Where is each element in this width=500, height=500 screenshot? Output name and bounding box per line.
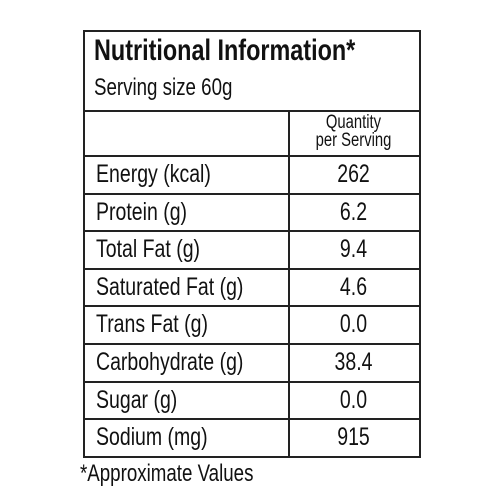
row-label: Sugar (g) [96,385,178,414]
footnote: *Approximate Values [80,460,254,487]
row-divider [85,305,419,308]
serving-size: Serving size 60g [94,74,233,101]
row-value: 9.4 [339,235,368,264]
row-divider [85,343,419,345]
column-header-line: per Serving [315,130,392,151]
row-value: 38.4 [334,348,373,376]
row-divider [85,267,419,270]
column-header-line: Quantity [325,112,382,133]
row-divider [85,380,419,383]
row-divider [85,192,419,195]
row-divider [85,230,419,233]
row-label: Saturated Fat (g) [96,272,244,301]
row-value: 915 [337,423,370,452]
title: Nutritional Information* [94,34,356,67]
row-divider [85,418,419,421]
row-label: Total Fat (g) [96,235,201,264]
row-value: 0.0 [339,310,368,339]
nutrition-table: Nutritional Information* Serving size 60… [83,30,421,458]
column-header: Quantity per Serving [302,112,404,151]
row-label: Sodium (mg) [96,423,208,452]
row-label: Protein (g) [96,197,188,226]
row-label: Carbohydrate (g) [96,348,244,376]
row-value: 0.0 [339,385,368,414]
row-value: 262 [337,160,370,188]
row-value: 6.2 [339,197,368,226]
row-label: Trans Fat (g) [96,310,208,339]
row-divider [85,155,419,157]
column-divider [288,111,290,456]
row-label: Energy (kcal) [96,160,211,188]
divider [85,110,419,112]
row-value: 4.6 [339,272,368,301]
